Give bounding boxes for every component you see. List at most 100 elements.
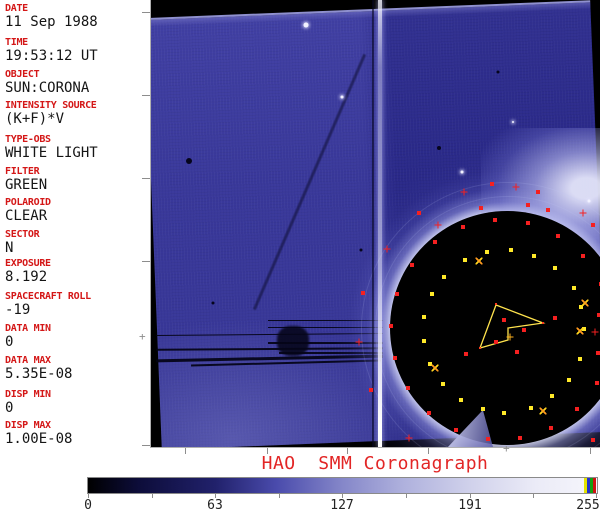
field-label: TYPE-OBS xyxy=(5,134,51,145)
red-fiducial-dot xyxy=(486,437,490,441)
orange-plus-marker xyxy=(506,333,514,341)
colorbar xyxy=(87,477,598,494)
field-label: DATE xyxy=(5,3,28,14)
bottom-tick xyxy=(347,448,348,454)
red-fiducial-dot xyxy=(526,221,530,225)
colorbar-tick xyxy=(342,493,343,498)
red-fiducial-dot xyxy=(581,254,585,258)
yellow-fiducial-dot xyxy=(509,248,513,252)
red-fiducial-dot xyxy=(406,386,410,390)
red-fiducial-dot xyxy=(522,328,526,332)
bottom-tick xyxy=(428,448,429,454)
orange-x-marker xyxy=(576,327,584,335)
red-fiducial-dot xyxy=(575,407,579,411)
orange-x-marker xyxy=(539,407,547,415)
left-tick xyxy=(142,12,150,13)
field-value: (K+F)*V xyxy=(5,111,65,127)
left-tick xyxy=(142,95,150,96)
metadata-field: DISP MIN 0 xyxy=(5,389,150,416)
image-frame-bottom-axis xyxy=(150,447,600,448)
yellow-fiducial-dot xyxy=(529,406,533,410)
star-speck xyxy=(460,170,464,174)
red-fiducial-dot xyxy=(494,340,498,344)
red-fiducial-dot xyxy=(389,324,393,328)
colorbar-stripe xyxy=(587,478,590,493)
yellow-fiducial-dot xyxy=(422,315,426,319)
image-frame-left-axis xyxy=(150,0,151,448)
star-speck xyxy=(587,199,591,203)
colorbar-label: 191 xyxy=(458,498,482,512)
colorbar-tick xyxy=(279,493,280,498)
support-wire xyxy=(268,342,383,344)
field-value: N xyxy=(5,240,14,256)
dust-speck xyxy=(359,248,363,252)
dust-speck xyxy=(186,158,192,164)
yellow-fiducial-dot xyxy=(550,394,554,398)
yellow-fiducial-dot xyxy=(430,292,434,296)
red-plus-marker xyxy=(460,188,468,196)
field-value: 1.00E-08 xyxy=(5,431,73,447)
left-tick xyxy=(142,261,150,262)
red-fiducial-dot xyxy=(515,350,519,354)
colorbar-stripe xyxy=(584,478,587,493)
red-plus-marker xyxy=(434,221,442,229)
orange-x-marker xyxy=(475,257,483,265)
yellow-fiducial-dot xyxy=(463,258,467,262)
yellow-fiducial-dot xyxy=(582,327,586,331)
coronagraph-image-display[interactable] xyxy=(151,0,600,447)
bottom-tick xyxy=(267,448,268,454)
field-value: 5.35E-08 xyxy=(5,366,73,382)
red-fiducial-dot xyxy=(502,318,506,322)
yellow-fiducial-dot xyxy=(502,411,506,415)
metadata-panel: DATE 11 Sep 1988 TIME 19:53:12 UT OBJECT SUN:… xyxy=(0,0,150,512)
metadata-field: DISP MAX 1.00E-08 xyxy=(5,420,150,447)
bottom-tick xyxy=(185,448,186,454)
colorbar-label: 255 xyxy=(576,498,600,512)
metadata-field: EXPOSURE 8.192 xyxy=(5,258,150,285)
field-label: OBJECT xyxy=(5,69,40,80)
red-fiducial-dot xyxy=(410,263,414,267)
yellow-fiducial-dot xyxy=(485,250,489,254)
yellow-fiducial-dot xyxy=(442,275,446,279)
red-fiducial-dot xyxy=(595,381,599,385)
field-label: INTENSITY SOURCE xyxy=(5,100,97,111)
colorbar-tick xyxy=(470,493,471,498)
colorbar-tick xyxy=(215,493,216,498)
colorbar-tick xyxy=(533,493,534,498)
red-fiducial-dot xyxy=(479,206,483,210)
roi-polygon xyxy=(478,304,546,349)
colorbar-stripe xyxy=(593,478,596,493)
field-label: DATA MAX xyxy=(5,355,51,366)
metadata-field: FILTER GREEN xyxy=(5,166,150,193)
yellow-fiducial-dot xyxy=(428,362,432,366)
red-fiducial-dot xyxy=(464,352,468,356)
field-value: -19 xyxy=(5,302,31,318)
red-vertex-dot xyxy=(479,347,481,349)
yellow-fiducial-dot xyxy=(578,357,582,361)
metadata-field: TIME 19:53:12 UT xyxy=(5,37,150,64)
field-value: 0 xyxy=(5,334,14,350)
bottom-tick xyxy=(590,448,591,454)
red-vertex-dot xyxy=(495,303,497,305)
red-fiducial-dot xyxy=(591,438,595,442)
red-fiducial-dot xyxy=(556,234,560,238)
metadata-field: OBJECT SUN:CORONA xyxy=(5,69,150,96)
dust-speck xyxy=(496,70,500,74)
left-plus-tick: + xyxy=(139,330,146,343)
yellow-fiducial-dot xyxy=(553,266,557,270)
colorbar-label: 127 xyxy=(330,498,354,512)
red-fiducial-dot xyxy=(597,313,600,317)
field-label: DATA MIN xyxy=(5,323,51,334)
pylon-shadow-line xyxy=(372,0,374,447)
field-label: DISP MAX xyxy=(5,420,51,431)
yellow-fiducial-dot xyxy=(481,407,485,411)
yellow-fiducial-dot xyxy=(532,254,536,258)
field-label: SPACECRAFT ROLL xyxy=(5,291,91,302)
red-fiducial-dot xyxy=(536,190,540,194)
left-tick xyxy=(142,178,150,179)
red-plus-marker xyxy=(512,183,520,191)
red-fiducial-dot xyxy=(490,182,494,186)
pylon-bright-line xyxy=(378,0,382,447)
metadata-field: POLAROID CLEAR xyxy=(5,197,150,224)
yellow-fiducial-dot xyxy=(441,382,445,386)
